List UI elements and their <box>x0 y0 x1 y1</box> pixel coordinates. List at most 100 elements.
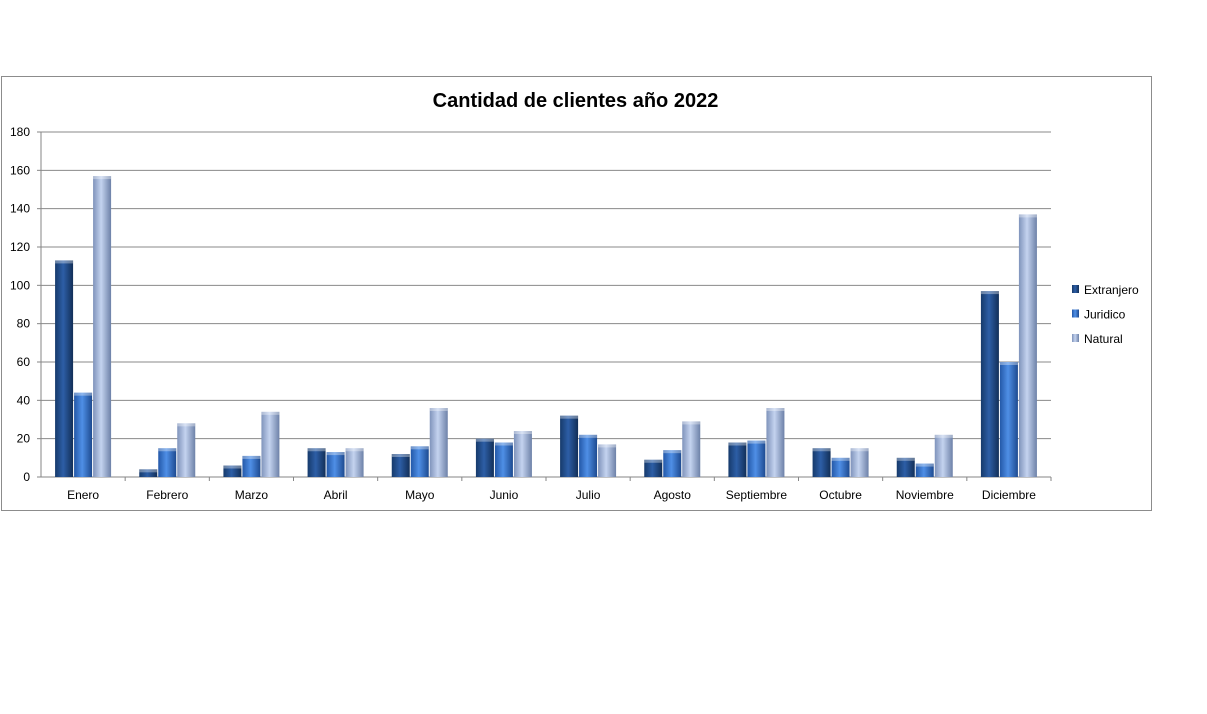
bar-top-highlight <box>980 291 999 295</box>
bar-top-highlight <box>1018 214 1037 218</box>
bar-extranjero-mayo <box>391 454 410 477</box>
bar-extranjero-febrero <box>139 469 158 477</box>
bar-top-highlight <box>326 452 345 456</box>
x-tick-label: Agosto <box>654 488 692 502</box>
bar-top-highlight <box>747 440 766 444</box>
x-tick-label: Junio <box>490 488 519 502</box>
bar-juridico-junio <box>494 442 513 477</box>
bar-top-highlight <box>831 457 850 461</box>
bar-extranjero-marzo <box>223 465 242 477</box>
bar-extranjero-diciembre <box>980 291 999 477</box>
bar-top-highlight <box>74 392 93 396</box>
bar-top-highlight <box>766 408 785 411</box>
bar-extranjero-julio <box>560 415 579 477</box>
y-tick-label: 20 <box>17 432 31 446</box>
bars <box>55 176 1037 478</box>
y-axis: 0 20 40 60 80 100 120 140 160 180 <box>10 125 42 484</box>
legend-label-extranjero: Extranjero <box>1084 283 1139 297</box>
x-tick-label: Septiembre <box>726 488 788 502</box>
bar-top-highlight <box>915 463 934 467</box>
bar-top-highlight <box>663 450 682 454</box>
y-tick-label: 40 <box>17 393 31 407</box>
bar-natural-septiembre <box>766 408 785 477</box>
bar-top-highlight <box>728 442 747 446</box>
legend-swatch-extranjero <box>1072 285 1079 293</box>
bar-top-highlight <box>579 434 598 438</box>
bar-juridico-agosto <box>663 450 682 477</box>
x-tick-label: Abril <box>324 488 348 502</box>
x-tick-label: Diciembre <box>982 488 1036 502</box>
bar-natural-marzo <box>261 411 280 477</box>
legend-label-juridico: Juridico <box>1084 308 1126 322</box>
bar-top-highlight <box>93 176 112 180</box>
bar-juridico-mayo <box>410 446 429 477</box>
bar-natural-mayo <box>429 408 448 477</box>
bar-top-highlight <box>475 438 494 442</box>
y-tick-label: 100 <box>10 278 30 292</box>
x-tick-label: Marzo <box>235 488 269 502</box>
bar-top-highlight <box>345 448 364 452</box>
bar-natural-febrero <box>177 423 196 477</box>
bar-extranjero-enero <box>55 260 74 477</box>
legend: Extranjero Juridico Natural <box>1072 283 1139 346</box>
x-tick-label: Octubre <box>819 488 862 502</box>
bar-natural-enero <box>93 176 112 478</box>
y-tick-label: 160 <box>10 163 30 177</box>
bar-natural-abril <box>345 448 364 477</box>
chart-title: Cantidad de clientes año 2022 <box>432 90 719 112</box>
bar-top-highlight <box>55 260 74 264</box>
bar-natural-julio <box>598 444 617 477</box>
bar-extranjero-junio <box>475 438 494 477</box>
bar-top-highlight <box>242 455 261 459</box>
bar-top-highlight <box>850 448 869 452</box>
bar-juridico-octubre <box>831 457 850 477</box>
bar-juridico-julio <box>579 434 598 477</box>
y-tick-label: 0 <box>23 470 30 484</box>
bar-juridico-diciembre <box>999 362 1018 477</box>
x-tick-label: Noviembre <box>896 488 954 502</box>
bar-extranjero-abril <box>307 448 326 477</box>
bar-juridico-febrero <box>158 448 177 477</box>
y-tick-label: 120 <box>10 240 30 254</box>
bar-top-highlight <box>391 454 410 457</box>
bar-juridico-enero <box>74 392 93 477</box>
bar-extranjero-noviembre <box>896 457 915 477</box>
x-tick-label: Mayo <box>405 488 435 502</box>
bar-top-highlight <box>682 421 701 425</box>
bar-extranjero-agosto <box>644 459 663 477</box>
bar-top-highlight <box>598 444 617 448</box>
bar-natural-noviembre <box>934 434 953 477</box>
y-tick-label: 180 <box>10 125 30 139</box>
bar-top-highlight <box>560 415 579 419</box>
gridlines <box>41 131 1051 478</box>
bar-extranjero-octubre <box>812 448 831 477</box>
bar-natural-diciembre <box>1018 214 1037 477</box>
bar-natural-agosto <box>682 421 701 477</box>
bar-top-highlight <box>896 457 915 461</box>
bar-top-highlight <box>158 448 177 452</box>
bar-juridico-septiembre <box>747 440 766 477</box>
y-tick-label: 140 <box>10 202 30 216</box>
bar-juridico-marzo <box>242 455 261 477</box>
bar-top-highlight <box>934 434 953 438</box>
bar-top-highlight <box>999 362 1018 365</box>
x-axis: Enero Febrero Marzo Abril Mayo Junio Julio Agos… <box>67 477 1052 502</box>
bar-top-highlight <box>644 459 663 463</box>
bar-juridico-noviembre <box>915 463 934 477</box>
legend-swatch-juridico <box>1072 309 1079 318</box>
legend-swatch-natural <box>1072 334 1079 342</box>
bar-juridico-abril <box>326 452 345 477</box>
bar-top-highlight <box>513 431 532 434</box>
bar-top-highlight <box>410 446 429 450</box>
y-tick-label: 80 <box>17 317 31 331</box>
y-tick-label: 60 <box>17 355 31 369</box>
bar-top-highlight <box>429 408 448 411</box>
bar-top-highlight <box>223 465 242 469</box>
x-tick-label: Enero <box>67 488 99 502</box>
x-tick-label: Febrero <box>146 488 188 502</box>
bar-extranjero-septiembre <box>728 442 747 477</box>
bar-top-highlight <box>494 442 513 446</box>
bar-top-highlight <box>261 411 280 415</box>
legend-label-natural: Natural <box>1084 332 1123 346</box>
